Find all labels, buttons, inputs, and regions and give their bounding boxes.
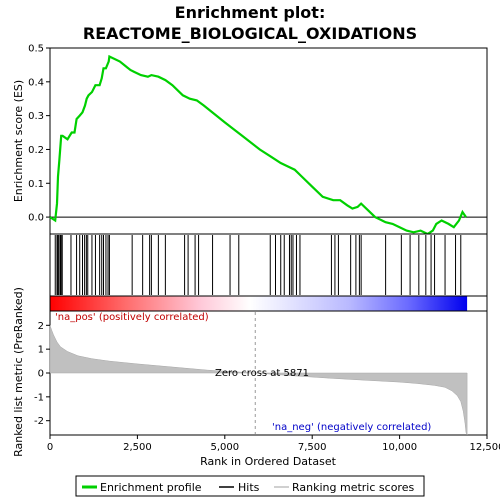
ranking-metric-area — [49, 325, 468, 436]
x-tick-label: 5,000 — [210, 442, 239, 453]
legend-label-enrichment: Enrichment profile — [100, 481, 202, 494]
x-axis-label: Rank in Ordered Dataset — [200, 455, 337, 468]
pos-correlated-label: 'na_pos' (positively correlated) — [55, 312, 209, 323]
legend-label-hits: Hits — [238, 481, 260, 494]
x-tick-label: 0 — [47, 442, 53, 453]
es-ytick-label: 0.3 — [28, 111, 44, 122]
rank-ytick-label: 2 — [38, 321, 44, 332]
legend-frame — [75, 475, 425, 497]
rank-ytick-label: -2 — [34, 416, 44, 427]
es-frame — [49, 47, 488, 235]
chart-title: Enrichment plot: — [175, 3, 326, 22]
x-tick-label: 12,500 — [470, 442, 500, 453]
rank-ytick-label: 1 — [38, 345, 44, 356]
es-ytick-label: 0.4 — [28, 77, 44, 88]
rank-ytick-label: -1 — [34, 392, 44, 403]
es-ytick-label: 0.5 — [28, 44, 44, 55]
rank-ylabel: Ranked list metric (PreRanked) — [12, 287, 25, 457]
x-tick-label: 7,500 — [298, 442, 327, 453]
rank-ytick-label: 0 — [38, 369, 44, 380]
rank-panel: -2 -1 0 1 2 'na_pos' (positively correlated)… — [12, 287, 488, 457]
hits-panel — [49, 233, 488, 297]
es-profile-line — [49, 54, 467, 236]
es-ylabel: Enrichment score (ES) — [12, 80, 25, 202]
x-tick-label: 2,500 — [123, 442, 152, 453]
es-ytick-label: 0.1 — [28, 179, 44, 190]
legend-label-ranking: Ranking metric scores — [292, 481, 414, 494]
x-tick-label: 10,000 — [382, 442, 417, 453]
es-ytick-label: 0.2 — [28, 145, 44, 156]
zero-cross-label: Zero cross at 5871 — [215, 368, 309, 379]
chart-subtitle: REACTOME_BIOLOGICAL_OXIDATIONS — [83, 24, 417, 43]
correlation-colorbar — [49, 295, 488, 312]
es-panel: 0.0 0.1 0.2 0.3 0.4 0.5 Enrichment score (ES) — [12, 44, 488, 236]
heat-bar — [50, 296, 468, 311]
neg-correlated-label: 'na_neg' (negatively correlated) — [272, 422, 431, 433]
hits-frame — [49, 233, 488, 297]
es-ytick-label: 0.0 — [28, 213, 44, 224]
legend: Enrichment profile Hits Ranking metric s… — [75, 475, 425, 497]
